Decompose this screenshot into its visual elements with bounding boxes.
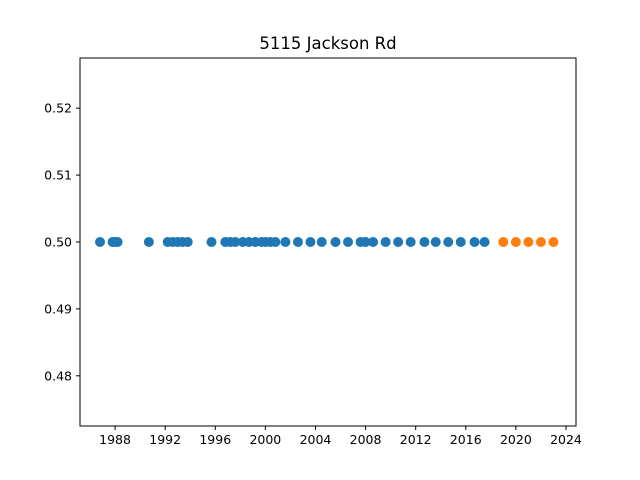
data-point — [112, 237, 123, 247]
data-point — [419, 237, 430, 247]
chart-title: 5115 Jackson Rd — [259, 34, 396, 53]
data-point — [368, 237, 379, 247]
x-tick-label: 2020 — [500, 432, 532, 447]
y-tick-label: 0.51 — [44, 168, 72, 183]
data-point — [498, 237, 509, 247]
x-tick-label: 1996 — [199, 432, 231, 447]
y-tick-label: 0.52 — [44, 101, 72, 116]
data-point — [455, 237, 466, 247]
x-tick-label: 2004 — [300, 432, 332, 447]
x-tick-label: 2000 — [249, 432, 281, 447]
data-point — [405, 237, 416, 247]
x-tick-label: 1992 — [149, 432, 181, 447]
y-tick-label: 0.48 — [44, 368, 72, 383]
data-point — [430, 237, 441, 247]
data-point — [510, 237, 521, 247]
data-point — [292, 237, 303, 247]
data-point — [305, 237, 316, 247]
data-point — [360, 237, 371, 247]
data-point — [270, 237, 281, 247]
data-point — [95, 237, 106, 247]
data-point — [535, 237, 546, 247]
data-point — [393, 237, 404, 247]
data-point — [316, 237, 327, 247]
x-tick-label: 1988 — [99, 432, 131, 447]
x-tick-label: 2016 — [450, 432, 482, 447]
x-tick-label: 2008 — [350, 432, 382, 447]
y-tick-label: 0.50 — [44, 235, 72, 250]
data-point — [523, 237, 534, 247]
data-point — [548, 237, 559, 247]
data-point — [469, 237, 480, 247]
x-tick-label: 2012 — [400, 432, 432, 447]
data-point — [380, 237, 391, 247]
data-point — [280, 237, 291, 247]
y-tick-label: 0.49 — [44, 301, 72, 316]
data-point — [182, 237, 193, 247]
data-point — [230, 237, 241, 247]
data-point — [443, 237, 454, 247]
data-point — [479, 237, 490, 247]
data-point — [330, 237, 341, 247]
data-point — [343, 237, 354, 247]
data-point — [143, 237, 154, 247]
plot-area: 1988 1992 1996 2000 2004 2008 2012 2016 2020 2024… — [44, 57, 582, 447]
data-point — [206, 237, 217, 247]
x-tick-label: 2024 — [550, 432, 582, 447]
